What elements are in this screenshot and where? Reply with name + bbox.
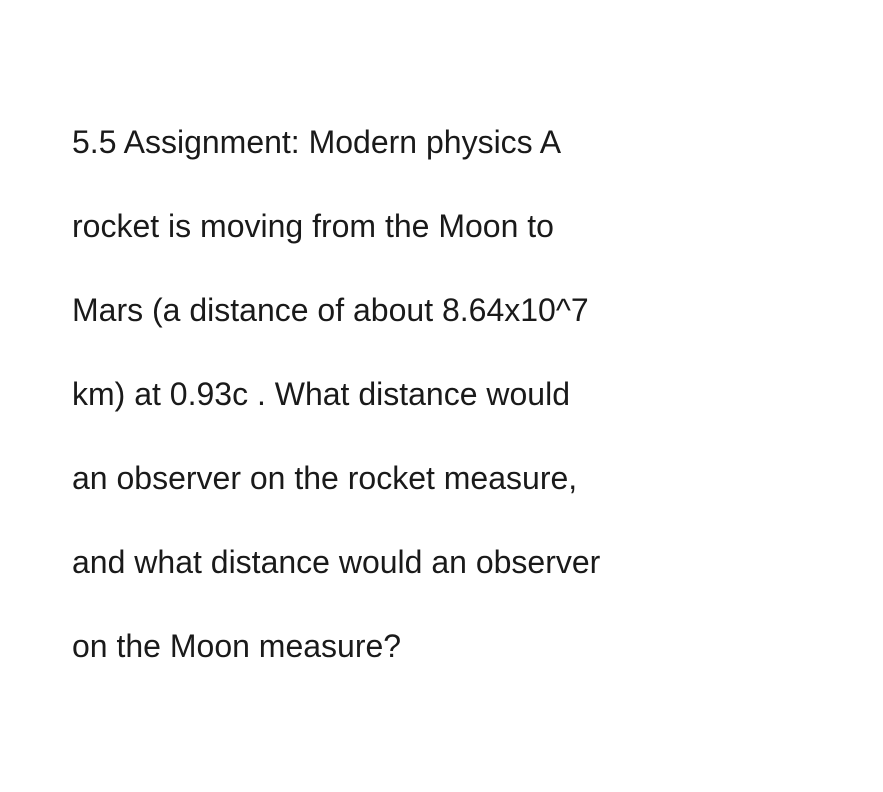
text-line-6: and what distance would an observer <box>72 520 832 604</box>
document-content: 5.5 Assignment: Modern physics A rocket … <box>72 100 832 688</box>
text-line-4: km) at 0.93c . What distance would <box>72 352 832 436</box>
text-line-2: rocket is moving from the Moon to <box>72 184 832 268</box>
text-line-3: Mars (a distance of about 8.64x10^7 <box>72 268 832 352</box>
text-line-1: 5.5 Assignment: Modern physics A <box>72 100 832 184</box>
text-line-5: an observer on the rocket measure, <box>72 436 832 520</box>
text-line-7: on the Moon measure? <box>72 604 832 688</box>
